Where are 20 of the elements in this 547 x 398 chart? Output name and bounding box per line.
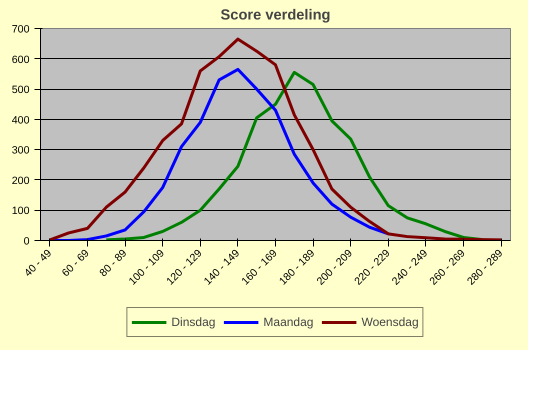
y-tick-label: 100 [12,205,30,218]
y-tick-label: 400 [12,114,30,126]
line-series [48,38,503,240]
legend-label: Dinsdag [171,315,216,329]
y-tick-label: 500 [12,84,30,96]
y-tick-label: 0 [24,236,30,248]
x-tick-label: 100 - 109 [126,247,167,288]
y-tick-label: 600 [12,54,30,66]
chart-title: Score verdeling [220,8,330,24]
x-tick-label: 200 - 209 [314,247,355,288]
x-tick-label: 40 - 49 [22,247,54,280]
legend-label: Woensdag [361,315,419,329]
y-tick-label: 200 [12,174,30,187]
y-tick-label: 300 [12,144,30,157]
x-tick-label: 60 - 69 [60,247,92,280]
y-tick-label: 700 [12,24,30,36]
x-tick-label: 180 - 189 [277,247,318,288]
legend-label: Maandag [263,315,314,329]
x-tick-label: 80 - 89 [97,247,130,280]
x-tick-label: 280 - 289 [465,247,506,288]
